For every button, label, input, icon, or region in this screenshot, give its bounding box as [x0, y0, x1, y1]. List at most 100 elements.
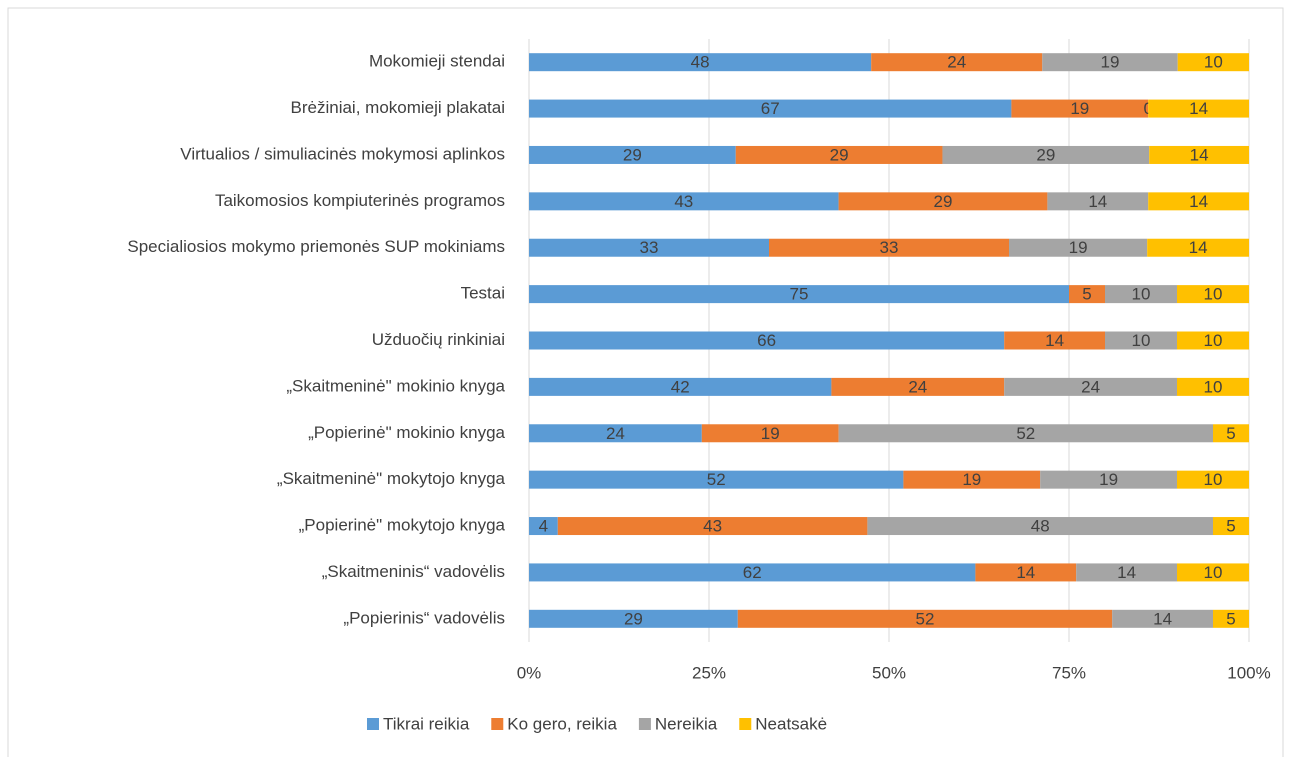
y-tick-label: „Popierinė" mokytojo knyga	[299, 516, 506, 535]
bar-segment	[1011, 99, 1149, 118]
y-tick-label: „Skaitmeninė" mokytojo knyga	[277, 469, 506, 488]
data-label: 24	[1081, 377, 1100, 396]
bar-segment	[867, 517, 1213, 536]
data-label: 75	[790, 285, 809, 304]
data-label: 14	[1153, 609, 1172, 628]
bar-segment	[769, 238, 1009, 257]
bar-segment	[1177, 377, 1249, 396]
data-label: 24	[606, 424, 625, 443]
data-label: 14	[1189, 99, 1208, 118]
bar-segment	[1147, 238, 1249, 257]
data-label: 67	[761, 99, 780, 118]
data-label: 14	[1189, 192, 1208, 211]
data-label: 5	[1226, 517, 1235, 536]
y-tick-label: Užduočių rinkiniai	[372, 330, 505, 349]
data-label: 5	[1082, 285, 1091, 304]
bar-segment	[529, 53, 872, 72]
bar-segment	[1177, 285, 1249, 304]
legend-label: Ko gero, reikia	[507, 714, 617, 733]
y-tick-label: Brėžiniai, mokomieji plakatai	[291, 98, 505, 117]
bar-segment	[1149, 145, 1249, 164]
data-label: 43	[674, 192, 693, 211]
bar-segment	[1148, 192, 1249, 211]
bar-segment	[1004, 331, 1105, 350]
data-label: 24	[908, 377, 927, 396]
data-label: 19	[1070, 99, 1089, 118]
y-tick-label: „Skaitmeninė" mokinio knyga	[286, 376, 505, 395]
data-label: 33	[640, 238, 659, 257]
data-label: 10	[1132, 285, 1151, 304]
bar-segment	[529, 377, 832, 396]
data-label: 19	[761, 424, 780, 443]
bar-segment	[903, 470, 1041, 489]
bar-segment	[1213, 609, 1249, 628]
data-label: 10	[1204, 285, 1223, 304]
legend-swatch	[638, 718, 651, 730]
y-tick-label: „Popierinė" mokinio knyga	[308, 423, 505, 442]
bar-segment	[529, 331, 1005, 350]
y-tick-label: Specialiosios mokymo priemonės SUP mokin…	[127, 237, 505, 256]
bar-segment	[1009, 238, 1148, 257]
data-label: 14	[1190, 145, 1209, 164]
data-label: 29	[1036, 145, 1055, 164]
bar-segment	[1076, 563, 1177, 582]
data-label: 62	[743, 563, 762, 582]
y-tick-label: Taikomosios kompiuterinės programos	[215, 191, 505, 210]
bar-segment	[1177, 53, 1249, 72]
data-label: 43	[703, 517, 722, 536]
data-label: 10	[1204, 470, 1223, 489]
y-tick-label: Mokomieji stendai	[369, 52, 505, 71]
bar-segment	[529, 192, 839, 211]
y-tick-label: „Popierinis“ vadovėlis	[343, 608, 505, 627]
bar-segment	[1105, 331, 1177, 350]
x-tick-label: 50%	[872, 663, 906, 682]
bar-segment	[529, 99, 1012, 118]
data-label: 52	[916, 609, 935, 628]
bar-segment	[529, 470, 904, 489]
data-label: 10	[1132, 331, 1151, 350]
legend-label: Nereikia	[655, 714, 718, 733]
bar-segment	[1112, 609, 1213, 628]
bar-segment	[1213, 424, 1249, 443]
data-label: 10	[1204, 377, 1223, 396]
data-label: 14	[1117, 563, 1136, 582]
bar-segment	[871, 53, 1043, 72]
bar-segment	[529, 517, 558, 536]
bar-segment	[1004, 377, 1177, 396]
y-tick-label: „Skaitmeninis“ vadovėlis	[322, 562, 505, 581]
data-label: 14	[1189, 238, 1208, 257]
bar-segment	[1047, 192, 1149, 211]
data-label: 52	[1016, 424, 1035, 443]
legend-swatch	[739, 718, 752, 730]
legend-swatch	[367, 718, 379, 730]
bar-segment	[701, 424, 839, 443]
legend-label: Tikrai reikia	[383, 714, 470, 733]
data-label: 10	[1204, 331, 1223, 350]
bar-segment	[557, 517, 868, 536]
x-tick-label: 100%	[1227, 663, 1270, 682]
legend-label: Neatsakė	[755, 714, 827, 733]
bar-segment	[1177, 331, 1249, 350]
bar-segment	[529, 424, 702, 443]
data-label: 19	[1101, 53, 1120, 72]
bar-segment	[942, 145, 1150, 164]
bar-segment	[1069, 285, 1105, 304]
data-label: 48	[1031, 517, 1050, 536]
bar-segment	[1148, 99, 1249, 118]
data-label: 48	[691, 53, 710, 72]
bar-segment	[831, 377, 1005, 396]
data-label: 14	[1045, 331, 1064, 350]
bar-segment	[1213, 517, 1249, 536]
legend-swatch	[491, 718, 504, 730]
data-label: 5	[1226, 424, 1235, 443]
data-label: 66	[757, 331, 776, 350]
bar-segment	[1177, 470, 1249, 489]
data-label: 5	[1226, 609, 1235, 628]
data-label: 10	[1204, 563, 1223, 582]
data-label: 52	[707, 470, 726, 489]
data-label: 24	[947, 53, 966, 72]
bar-segment	[975, 563, 1077, 582]
bar-segment	[1105, 285, 1177, 304]
y-tick-label: Testai	[461, 284, 505, 303]
bar-segment	[529, 285, 1069, 304]
